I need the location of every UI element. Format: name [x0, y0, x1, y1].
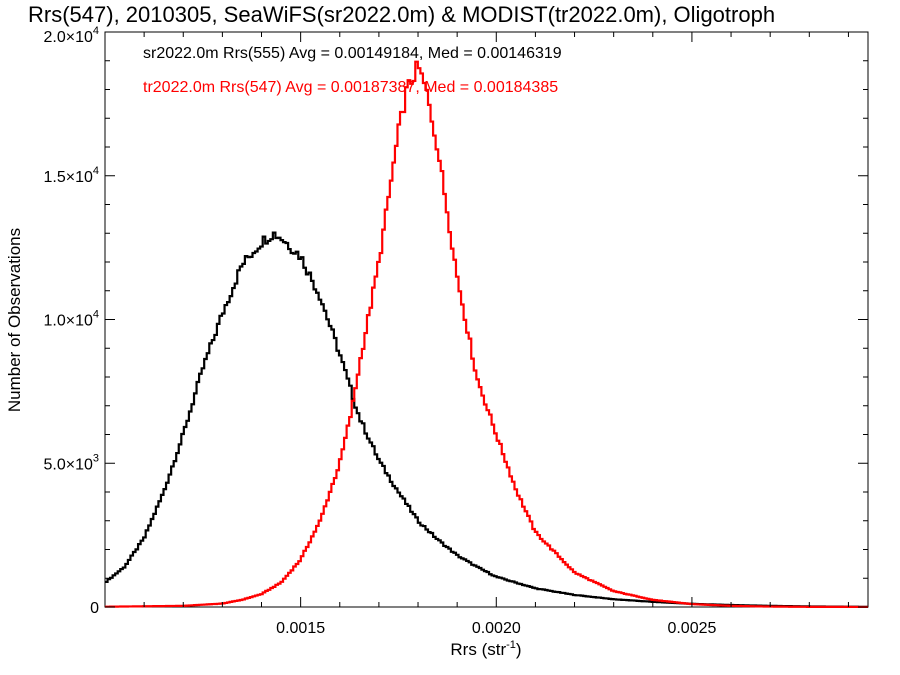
x-axis-label: Rrs (str-1): [450, 639, 521, 659]
series-line-1: [105, 60, 868, 609]
y-tick-label-2: 1.0×104: [43, 309, 99, 330]
y-tick-label-3: 1.5×104: [43, 165, 99, 186]
y-tick-label-1: 5.0×103: [43, 452, 99, 473]
y-axis-label: Number of Observations: [5, 228, 24, 412]
legend-entry-red: tr2022.0m Rrs(547) Avg = 0.00187387, Med…: [143, 79, 558, 96]
x-tick-label-0: 0.0015: [276, 620, 325, 637]
x-axis-ticks: 0.0015 0.0020 0.0025: [143, 32, 849, 637]
chart-title: Rrs(547), 2010305, SeaWiFS(sr2022.0m) & …: [28, 2, 775, 27]
y-tick-label-4: 2.0×104: [43, 25, 99, 46]
legend-entry-black: sr2022.0m Rrs(555) Avg = 0.00149184, Med…: [143, 45, 562, 62]
y-axis-ticks: 0 5.0×103 1.0×104 1.5×104 2.0×104: [43, 25, 868, 617]
legend: sr2022.0m Rrs(555) Avg = 0.00149184, Med…: [143, 45, 562, 96]
y-tick-label-0: 0: [90, 600, 99, 617]
series-layer: [105, 60, 868, 609]
x-tick-label-2: 0.0025: [667, 620, 716, 637]
x-tick-label-1: 0.0020: [472, 620, 521, 637]
series-line-0: [105, 231, 868, 608]
